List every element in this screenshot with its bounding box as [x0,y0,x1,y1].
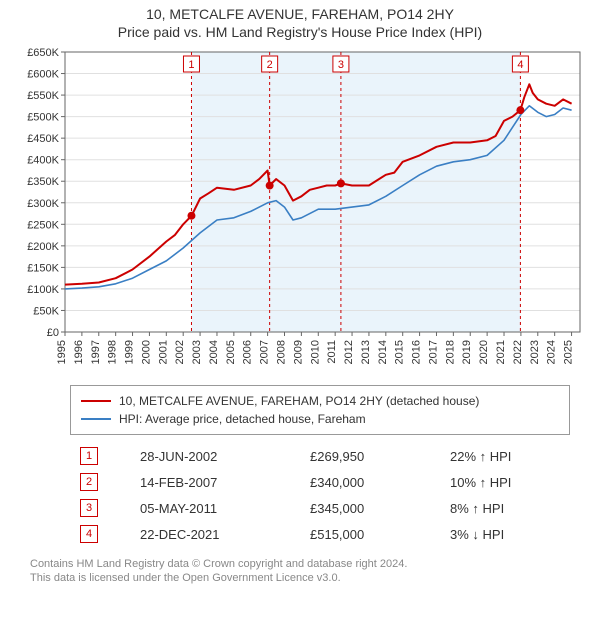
svg-text:2021: 2021 [495,340,507,364]
svg-text:2010: 2010 [309,340,321,364]
legend-row-property: 10, METCALFE AVENUE, FAREHAM, PO14 2HY (… [81,392,559,410]
sale-delta: 8% ↑ HPI [440,495,570,521]
sale-row: 4 22-DEC-2021£515,0003% ↓ HPI [70,521,570,547]
sale-delta: 22% ↑ HPI [440,443,570,469]
sale-date: 14-FEB-2007 [130,469,300,495]
svg-text:£100K: £100K [27,284,59,296]
svg-text:2002: 2002 [174,340,186,364]
svg-text:2009: 2009 [292,340,304,364]
svg-text:1999: 1999 [124,340,136,364]
svg-text:£0: £0 [47,327,59,339]
svg-text:2025: 2025 [563,340,575,364]
svg-text:2005: 2005 [225,340,237,364]
svg-text:2007: 2007 [259,340,271,364]
sales-table: 1 28-JUN-2002£269,95022% ↑ HPI 2 14-FEB-200… [70,443,570,547]
svg-text:1996: 1996 [73,340,85,364]
svg-text:1995: 1995 [56,340,68,364]
svg-text:£400K: £400K [27,155,59,167]
svg-text:2011: 2011 [326,340,338,364]
legend-label-hpi: HPI: Average price, detached house, Fare… [119,412,366,426]
sale-marker-box: 3 [80,499,98,517]
svg-text:2016: 2016 [411,340,423,364]
footer-attribution: Contains HM Land Registry data © Crown c… [30,557,570,586]
svg-text:2000: 2000 [140,340,152,364]
chart-legend: 10, METCALFE AVENUE, FAREHAM, PO14 2HY (… [70,385,570,435]
svg-text:2: 2 [267,59,273,71]
svg-text:2004: 2004 [208,340,220,364]
chart-title-subtitle: Price paid vs. HM Land Registry's House … [0,24,600,40]
chart-title-block: 10, METCALFE AVENUE, FAREHAM, PO14 2HY P… [0,0,600,42]
svg-text:2014: 2014 [377,340,389,364]
svg-text:£250K: £250K [27,219,59,231]
sale-date: 28-JUN-2002 [130,443,300,469]
svg-text:£600K: £600K [27,69,59,81]
svg-text:2017: 2017 [427,340,439,364]
legend-row-hpi: HPI: Average price, detached house, Fare… [81,410,559,428]
svg-text:1997: 1997 [90,340,102,364]
svg-text:2019: 2019 [461,340,473,364]
sale-date: 22-DEC-2021 [130,521,300,547]
svg-text:1998: 1998 [107,340,119,364]
sale-marker-box: 2 [80,473,98,491]
svg-text:1: 1 [188,59,194,71]
svg-text:£500K: £500K [27,112,59,124]
legend-swatch-hpi [81,418,111,420]
svg-text:4: 4 [517,59,523,71]
price-chart-svg: £0 £50K £100K £150K £200K £250K £300K £350K £400… [10,42,590,372]
chart-title-address: 10, METCALFE AVENUE, FAREHAM, PO14 2HY [0,6,600,22]
svg-text:2024: 2024 [546,340,558,364]
legend-swatch-property [81,400,111,402]
svg-text:£300K: £300K [27,198,59,210]
sale-row: 3 05-MAY-2011£345,0008% ↑ HPI [70,495,570,521]
svg-text:2015: 2015 [394,340,406,364]
svg-text:£200K: £200K [27,241,59,253]
sale-price: £340,000 [300,469,440,495]
svg-text:2022: 2022 [512,340,524,364]
svg-text:3: 3 [338,59,344,71]
svg-text:2020: 2020 [478,340,490,364]
svg-text:£450K: £450K [27,133,59,145]
svg-text:2018: 2018 [444,340,456,364]
svg-text:£150K: £150K [27,262,59,274]
svg-text:£650K: £650K [27,47,59,59]
sale-marker-box: 4 [80,525,98,543]
sale-price: £515,000 [300,521,440,547]
svg-text:2001: 2001 [157,340,169,364]
svg-text:2008: 2008 [276,340,288,364]
svg-text:£550K: £550K [27,90,59,102]
svg-text:2013: 2013 [360,340,372,364]
svg-text:£50K: £50K [33,305,59,317]
svg-text:2006: 2006 [242,340,254,364]
svg-text:2003: 2003 [191,340,203,364]
chart-area: £0 £50K £100K £150K £200K £250K £300K £350K £400… [0,42,600,377]
sale-marker-box: 1 [80,447,98,465]
footer-line2: This data is licensed under the Open Gov… [30,571,570,585]
sale-date: 05-MAY-2011 [130,495,300,521]
sale-row: 1 28-JUN-2002£269,95022% ↑ HPI [70,443,570,469]
sale-row: 2 14-FEB-2007£340,00010% ↑ HPI [70,469,570,495]
sale-delta: 10% ↑ HPI [440,469,570,495]
sale-delta: 3% ↓ HPI [440,521,570,547]
sale-price: £345,000 [300,495,440,521]
sale-price: £269,950 [300,443,440,469]
footer-line1: Contains HM Land Registry data © Crown c… [30,557,570,571]
svg-text:2012: 2012 [343,340,355,364]
svg-text:£350K: £350K [27,176,59,188]
legend-label-property: 10, METCALFE AVENUE, FAREHAM, PO14 2HY (… [119,394,479,408]
svg-text:2023: 2023 [529,340,541,364]
